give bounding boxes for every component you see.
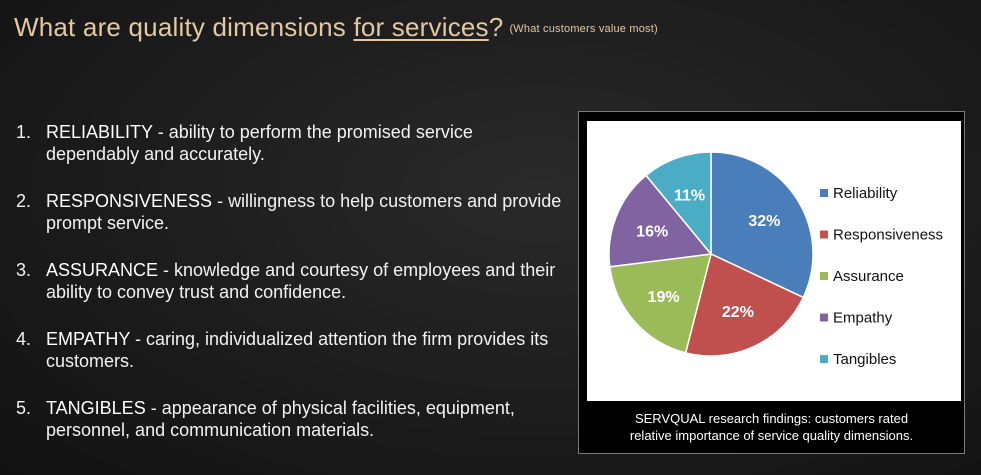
legend-swatch-empathy [820, 313, 828, 322]
dimension-number: 1. [16, 122, 32, 142]
title-underlined: for services [353, 12, 489, 42]
dimension-item-tangibles: 5. TANGIBLES - appearance of physical fa… [16, 397, 566, 441]
dimension-term: RESPONSIVENESS [46, 191, 213, 211]
dimension-separator: - [145, 398, 162, 418]
dimension-separator: - [158, 260, 175, 280]
page-title: What are quality dimensions for services… [14, 12, 658, 43]
pie-label-empathy: 16% [636, 224, 668, 241]
dimension-separator: - [152, 122, 169, 142]
legend-label-empathy: Empathy [833, 310, 893, 327]
legend-swatch-reliability [820, 189, 828, 197]
dimension-term: RELIABILITY [46, 122, 153, 142]
dimension-separator: - [130, 329, 147, 349]
dimension-number: 5. [16, 398, 32, 418]
pie-label-tangibles: 11% [674, 187, 705, 204]
dimension-term: EMPATHY [46, 329, 131, 349]
title-prefix: What are quality dimensions [14, 12, 354, 42]
dimension-number: 3. [16, 260, 32, 280]
legend-swatch-assurance [820, 272, 828, 280]
dimension-number: 2. [16, 191, 32, 211]
pie-chart-panel: 32% 22% 19% 16% 11% Reliability Responsiveness… [587, 121, 961, 401]
legend-label-responsiveness: Responsiveness [833, 227, 943, 244]
pie-label-reliability: 32% [748, 213, 780, 230]
legend-swatch-responsiveness [820, 230, 828, 239]
dimension-description: appearance of physical facilities, equip… [46, 398, 515, 440]
pie-slice-responsiveness [684, 252, 805, 357]
dimension-description: knowledge and courtesy of employees and … [46, 260, 556, 302]
pie-label-assurance: 19% [648, 289, 680, 306]
pie-label-responsiveness: 22% [722, 304, 754, 321]
dimension-list: 1. RELIABILITY - ability to perform the … [16, 121, 566, 466]
dimension-description: willingness to help customers and provid… [46, 191, 562, 233]
dimension-item-assurance: 3. ASSURANCE - knowledge and courtesy of… [16, 259, 566, 303]
dimension-separator: - [212, 191, 229, 211]
dimension-description: caring, individualized attention the fir… [46, 329, 549, 371]
dimension-description: ability to perform the promised service … [46, 122, 473, 164]
pie-slice-assurance [608, 253, 713, 354]
pie-chart: 32% 22% 19% 16% 11% Reliability Responsiveness… [608, 151, 943, 368]
legend-label-tangibles: Tangibles [833, 351, 896, 368]
pie-slice-empathy [608, 174, 713, 268]
dimension-item-reliability: 1. RELIABILITY - ability to perform the … [16, 121, 566, 165]
dimension-number: 4. [16, 329, 32, 349]
dimension-term: TANGIBLES [46, 398, 146, 418]
caption-line-1: SERVQUAL research findings: customers ra… [634, 411, 909, 426]
chart-caption: SERVQUAL research findings: customers ra… [578, 410, 965, 444]
legend-label-assurance: Assurance [833, 268, 904, 285]
title-subtitle: (What customers value most) [509, 23, 658, 35]
dimension-term: ASSURANCE [46, 260, 159, 280]
pie-slice-tangibles [644, 151, 712, 257]
legend-swatch-tangibles [820, 355, 828, 363]
caption-line-2: relative importance of service quality d… [629, 428, 914, 443]
dimension-item-responsiveness: 2. RESPONSIVENESS - willingness to help … [16, 190, 566, 234]
title-suffix: ? [488, 12, 504, 42]
legend-label-reliability: Reliability [833, 185, 898, 202]
pie-slice-reliability [710, 151, 814, 299]
dimension-item-empathy: 4. EMPATHY - caring, individualized atte… [16, 328, 566, 372]
